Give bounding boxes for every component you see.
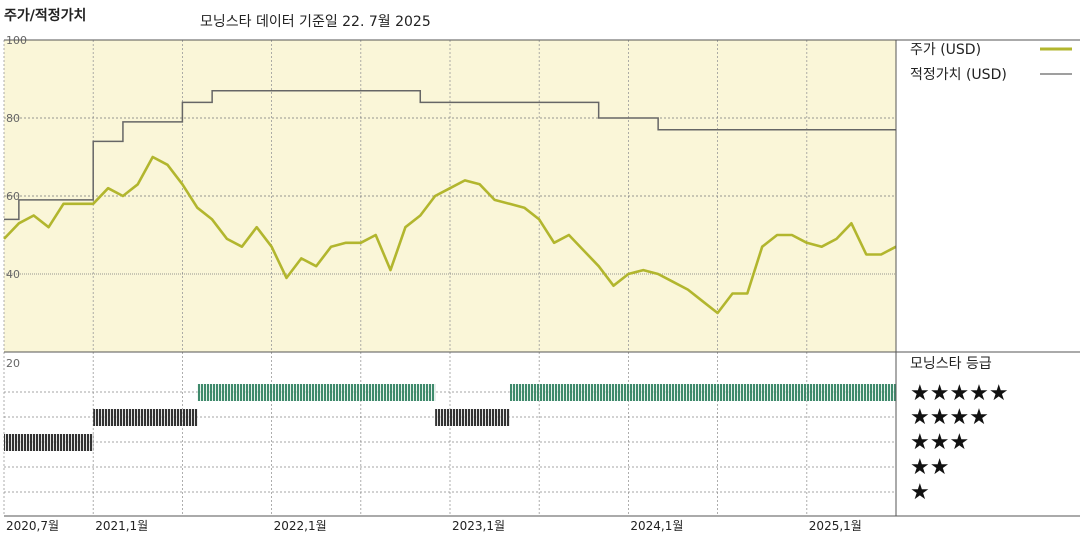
legend-fair-value-label: 적정가치 (USD) (910, 67, 1007, 83)
rating-bar-3-star (4, 434, 94, 451)
chart-title: 주가/적정가치 (4, 7, 86, 24)
y-tick-label: 40 (6, 268, 20, 281)
rating-bar-5-star (197, 384, 436, 401)
x-tick-label: 2020,7월 (6, 519, 59, 533)
fair-value-line (4, 89, 896, 221)
x-tick-label: 2023,1월 (452, 519, 505, 533)
legend-rating-title: 모닝스타 등급 (910, 356, 992, 372)
rating-y-tick-label: 20 (6, 357, 20, 370)
legend-one-star: ★ (910, 480, 930, 505)
rating-bars-layer (4, 384, 896, 451)
rating-bar-4-star (93, 409, 198, 426)
legend-five-stars: ★★★★★ (910, 381, 1009, 406)
chart-subtitle: 모닝스타 데이터 기준일 22. 7월 2025 (200, 14, 431, 30)
y-tick-label: 60 (6, 190, 20, 203)
price-line (3, 155, 897, 315)
x-tick-label: 2022,1월 (274, 519, 327, 533)
rating-bar-5-star (509, 384, 896, 401)
y-tick-label: 80 (6, 112, 20, 125)
rating-bar-4-star (435, 409, 510, 426)
x-tick-label: 2021,1월 (95, 519, 148, 533)
legend-three-stars: ★★★ (910, 430, 969, 455)
legend-four-stars: ★★★★ (910, 405, 989, 430)
legend-two-stars: ★★ (910, 455, 949, 480)
x-tick-label: 2024,1월 (630, 519, 683, 533)
x-tick-label: 2025,1월 (809, 519, 862, 533)
lines-layer (3, 89, 897, 315)
legend-price-label: 주가 (USD) (910, 42, 981, 58)
